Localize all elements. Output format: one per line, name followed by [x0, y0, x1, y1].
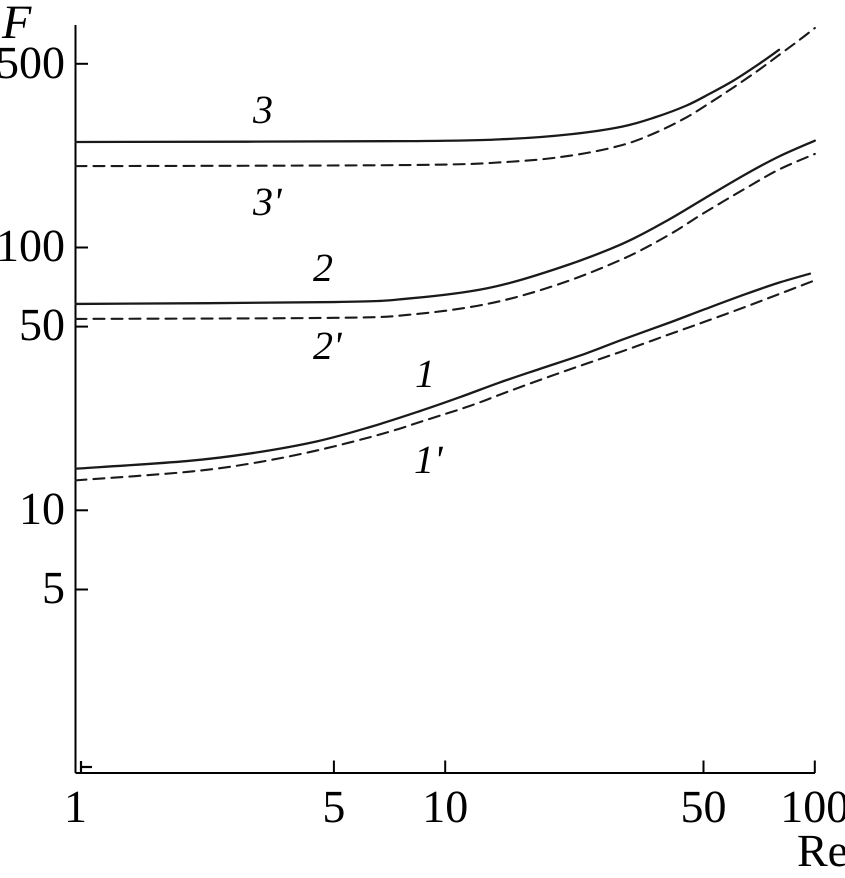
svg-text:10: 10 [422, 781, 468, 832]
svg-text:1: 1 [64, 781, 87, 832]
svg-text:F: F [1, 0, 32, 49]
svg-text:2': 2' [313, 323, 343, 368]
svg-text:10: 10 [19, 483, 65, 534]
svg-text:Re: Re [797, 825, 845, 876]
svg-text:5: 5 [322, 781, 345, 832]
svg-text:1': 1' [414, 437, 444, 482]
svg-text:3: 3 [252, 87, 273, 132]
svg-text:5: 5 [42, 562, 65, 613]
svg-text:1: 1 [415, 351, 435, 396]
svg-text:2: 2 [313, 245, 333, 290]
svg-text:3': 3' [252, 179, 283, 224]
svg-text:100: 100 [0, 220, 65, 271]
svg-text:50: 50 [681, 781, 727, 832]
svg-text:50: 50 [19, 299, 65, 350]
